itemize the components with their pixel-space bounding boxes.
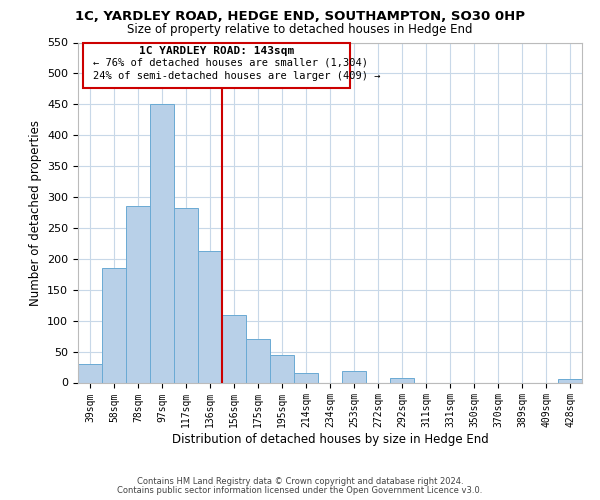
Bar [558,380,582,382]
Text: Contains HM Land Registry data © Crown copyright and database right 2024.: Contains HM Land Registry data © Crown c… [137,477,463,486]
Text: Contains public sector information licensed under the Open Government Licence v3: Contains public sector information licen… [118,486,482,495]
Bar [174,208,198,382]
Bar [150,104,174,382]
Bar [342,372,366,382]
Text: 1C YARDLEY ROAD: 143sqm: 1C YARDLEY ROAD: 143sqm [139,46,294,56]
Y-axis label: Number of detached properties: Number of detached properties [29,120,41,306]
FancyBboxPatch shape [83,42,350,88]
Text: ← 76% of detached houses are smaller (1,304): ← 76% of detached houses are smaller (1,… [93,58,368,68]
X-axis label: Distribution of detached houses by size in Hedge End: Distribution of detached houses by size … [172,433,488,446]
Bar [78,364,102,382]
Text: Size of property relative to detached houses in Hedge End: Size of property relative to detached ho… [127,22,473,36]
Bar [126,206,150,382]
Bar [102,268,126,382]
Bar [294,373,318,382]
Bar [222,314,246,382]
Bar [246,339,270,382]
Text: 24% of semi-detached houses are larger (409) →: 24% of semi-detached houses are larger (… [93,72,380,82]
Bar [270,354,294,382]
Bar [198,252,222,382]
Text: 1C, YARDLEY ROAD, HEDGE END, SOUTHAMPTON, SO30 0HP: 1C, YARDLEY ROAD, HEDGE END, SOUTHAMPTON… [75,10,525,23]
Bar [390,378,414,382]
